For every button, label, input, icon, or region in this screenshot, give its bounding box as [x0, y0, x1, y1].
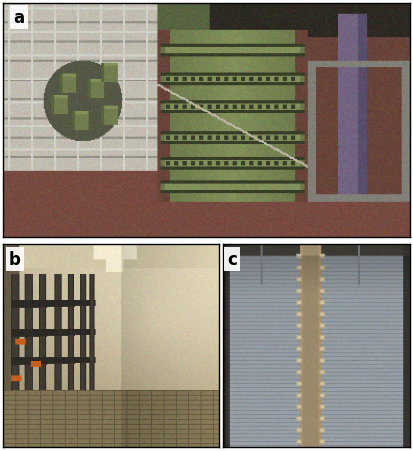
Text: c: c	[227, 250, 237, 268]
Text: b: b	[9, 250, 21, 268]
Text: a: a	[14, 9, 25, 28]
